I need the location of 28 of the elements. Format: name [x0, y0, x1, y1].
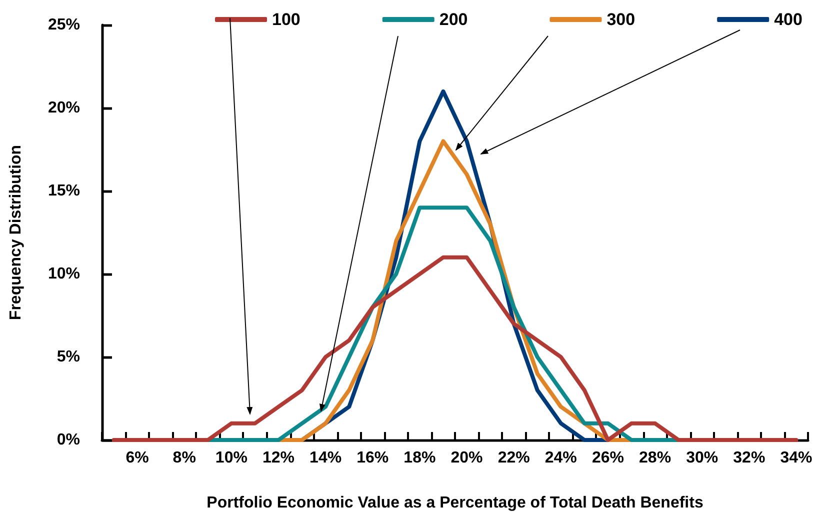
x-tick-label: 12% [262, 450, 295, 466]
legend-label: 200 [439, 10, 468, 29]
y-tick-label: 0% [56, 432, 80, 448]
y-tick-label: 5% [56, 348, 80, 366]
x-tick-label: 26% [592, 450, 624, 466]
x-tick-label: 22% [498, 450, 530, 466]
y-tick-label: 25% [48, 16, 80, 34]
x-axis-title: Portfolio Economic Value as a Percentage of Total Death Benefits [206, 494, 704, 512]
x-tick-label: 34% [780, 450, 812, 466]
legend-label: 100 [272, 10, 300, 29]
x-tick-label: 18% [404, 450, 436, 466]
x-tick-label: 20% [450, 450, 483, 466]
line-series [112, 255, 798, 442]
x-tick-label: 24% [544, 450, 577, 466]
legend-label: 400 [774, 10, 802, 29]
x-tick-label: 10% [215, 450, 248, 466]
x-tick-label: 16% [356, 450, 389, 466]
x-tick-label: 8% [172, 450, 196, 466]
x-tick-label: 6% [126, 450, 149, 466]
x-tick-label: 30% [686, 450, 718, 466]
y-tick-label: 15% [48, 182, 80, 200]
x-tick-label: 28% [639, 450, 672, 466]
x-tick-label: 32% [733, 450, 766, 466]
legend-label: 300 [606, 10, 636, 29]
y-axis-title: Frequency Distribution [8, 144, 24, 320]
x-tick-label: 14% [310, 450, 342, 466]
y-tick-label: 20% [48, 100, 80, 116]
y-tick-label: 10% [48, 266, 80, 282]
